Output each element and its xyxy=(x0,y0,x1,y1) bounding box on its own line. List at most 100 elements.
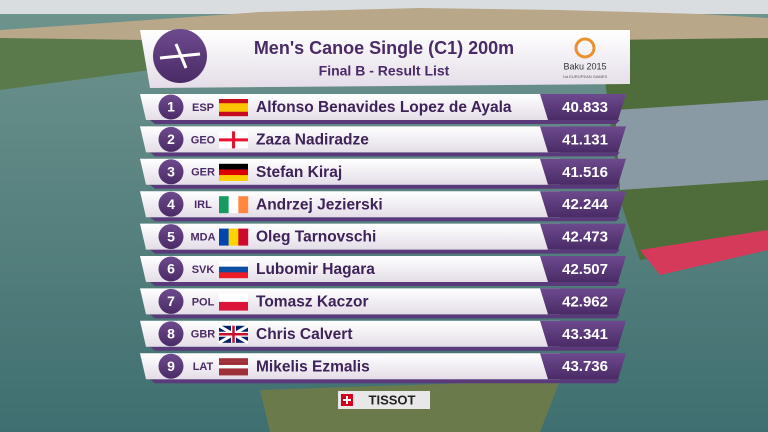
flag-stripe xyxy=(219,175,248,181)
rank: 9 xyxy=(167,358,175,374)
country-code: LAT xyxy=(193,361,214,373)
time: 42.473 xyxy=(562,229,608,246)
result-row: 1 ESP Alfonso Benavides Lopez de Ayala 40.8… xyxy=(140,94,626,124)
row-shadow xyxy=(150,282,620,286)
rank: 5 xyxy=(167,228,175,244)
rank-badge xyxy=(158,159,184,185)
rank-badge xyxy=(158,353,184,379)
country-code: GBR xyxy=(191,329,216,341)
rank-badge xyxy=(158,224,184,250)
flag-stripe xyxy=(238,196,249,214)
time: 42.507 xyxy=(562,261,608,278)
rank-badge xyxy=(158,126,184,152)
rank: 3 xyxy=(167,164,175,180)
time-panel xyxy=(540,223,626,250)
flag-stripe xyxy=(219,358,248,362)
flag-stripe xyxy=(228,196,239,214)
flag-stripe xyxy=(219,261,248,267)
athlete-name: Andrzej Jezierski xyxy=(256,196,383,213)
flag-stripe xyxy=(219,169,248,176)
athlete-name: Alfonso Benavides Lopez de Ayala xyxy=(256,99,512,116)
logo-title: Baku 2015 xyxy=(563,61,606,71)
flag-stripe xyxy=(219,272,248,279)
time-panel xyxy=(540,126,626,153)
result-row: 4 IRL Andrzej Jezierski 42.244 xyxy=(140,191,626,222)
rank-badge xyxy=(158,191,184,217)
rank-badge xyxy=(158,94,184,120)
country-code: IRL xyxy=(194,199,212,211)
flag-stripe xyxy=(219,163,248,170)
flag-stripe xyxy=(219,228,229,246)
title: Men's Canoe Single (C1) 200m xyxy=(254,38,514,58)
row-shadow xyxy=(150,249,620,254)
result-row: 5 MDA Oleg Tarnovschi 42.473 xyxy=(140,223,626,254)
flag-stripe xyxy=(219,99,248,104)
row-shadow xyxy=(150,346,620,351)
time-panel xyxy=(540,353,626,380)
flag-cross xyxy=(219,131,248,149)
sponsor: TISSOT xyxy=(369,392,416,407)
flag-stripe xyxy=(238,228,249,246)
row-shadow xyxy=(150,152,620,157)
flag-stripe xyxy=(219,301,248,311)
athlete-name: Zaza Nadiradze xyxy=(256,131,369,148)
time-panel xyxy=(540,256,626,282)
flag-stripe xyxy=(228,228,239,246)
flag-stripe xyxy=(219,196,229,214)
rank: 6 xyxy=(167,261,175,277)
result-row: 2 GEO Zaza Nadiradze 41.131 xyxy=(140,126,626,157)
rank: 8 xyxy=(167,326,175,342)
row-shadow xyxy=(150,120,620,124)
result-row: 3 GER Stefan Kiraj 41.516 xyxy=(140,158,626,189)
time-panel xyxy=(540,320,626,347)
rank-badge xyxy=(158,256,184,282)
time: 42.962 xyxy=(562,293,608,310)
athlete-name: Oleg Tarnovschi xyxy=(256,229,376,246)
result-row: 7 POL Tomasz Kaczor 42.962 xyxy=(140,288,626,319)
country-code: GER xyxy=(191,167,215,179)
row-shadow xyxy=(150,314,620,319)
flag-stripe xyxy=(219,361,248,366)
country-code: MDA xyxy=(190,232,215,244)
time: 42.244 xyxy=(562,196,609,213)
row-shadow xyxy=(150,184,620,189)
athlete-name: Mikelis Ezmalis xyxy=(256,358,370,375)
flag-stripe xyxy=(219,107,248,112)
athlete-name: Stefan Kiraj xyxy=(256,164,342,181)
time-panel xyxy=(540,158,626,185)
sponsor-badge: TISSOT xyxy=(338,391,430,409)
flag-stripe xyxy=(219,293,248,303)
rank: 2 xyxy=(167,131,175,147)
rank: 7 xyxy=(167,293,175,309)
flag-stripe xyxy=(219,365,248,369)
time-panel xyxy=(540,288,626,315)
rank: 1 xyxy=(167,99,175,115)
country-code: GEO xyxy=(191,134,216,146)
country-code: SVK xyxy=(192,264,215,276)
rank-badge xyxy=(158,321,184,347)
athlete-name: Chris Calvert xyxy=(256,326,352,343)
result-list: 1 ESP Alfonso Benavides Lopez de Ayala 40.8… xyxy=(140,94,626,384)
time: 43.736 xyxy=(562,358,608,375)
row-shadow xyxy=(150,217,620,222)
flag-stripe xyxy=(219,103,248,108)
country-code: ESP xyxy=(192,102,214,114)
result-row: 8 GBR Chris Calvert 43.341 xyxy=(140,320,626,351)
flag-stripe xyxy=(219,266,248,273)
rank: 4 xyxy=(167,196,175,212)
athlete-name: Tomasz Kaczor xyxy=(256,293,369,310)
result-row: 9 LAT Mikelis Ezmalis 43.736 xyxy=(140,353,626,384)
flag-cross xyxy=(219,325,248,343)
time-panel xyxy=(540,94,626,120)
flag-stripe xyxy=(219,371,248,376)
time: 41.131 xyxy=(562,131,608,148)
country-code: POL xyxy=(192,296,215,308)
time: 40.833 xyxy=(562,99,608,116)
time-panel xyxy=(540,191,626,218)
athlete-name: Lubomir Hagara xyxy=(256,261,375,278)
header-panel: Men's Canoe Single (C1) 200m Final B - R… xyxy=(140,29,630,88)
flag-stripe xyxy=(219,111,248,117)
flag-stripe xyxy=(219,368,248,372)
